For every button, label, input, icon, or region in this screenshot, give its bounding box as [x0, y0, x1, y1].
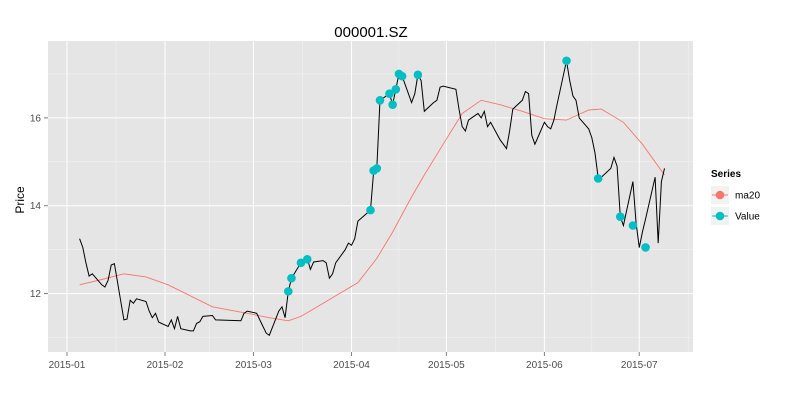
x-tick-label: 2015-01: [49, 360, 86, 371]
x-tick-label: 2015-03: [235, 360, 272, 371]
x-tick-label: 2015-06: [526, 360, 563, 371]
value-points: [283, 56, 650, 296]
y-tick-label: 16: [30, 113, 42, 124]
value-point: [615, 212, 625, 222]
value-point: [391, 85, 401, 94]
value-point: [375, 96, 385, 105]
value-point: [593, 174, 603, 183]
major-gridlines: [48, 41, 693, 352]
legend-key-dot: [715, 211, 725, 221]
x-tick-label: 2015-05: [428, 360, 465, 371]
value-point: [366, 205, 375, 215]
y-tick-label: 14: [30, 201, 42, 212]
x-tick-label: 2015-07: [621, 360, 658, 371]
ma20-series-line: [79, 99, 665, 322]
value-point: [413, 70, 423, 80]
value-point: [287, 273, 296, 283]
x-tick-label: 2015-04: [333, 360, 370, 371]
minor-gridlines: [48, 41, 693, 352]
legend: Series ma20 Value: [711, 169, 760, 225]
value-point: [296, 258, 306, 268]
value-point: [562, 56, 571, 66]
legend-label-value: Value: [735, 212, 760, 223]
legend-label-ma20: ma20: [735, 191, 760, 202]
chart-title: 000001.SZ: [334, 24, 407, 41]
value-point: [641, 243, 650, 252]
y-axis-ticks: 12 14 16: [30, 113, 48, 300]
value-point: [302, 255, 312, 264]
value-point: [372, 164, 382, 173]
value-point: [283, 287, 293, 296]
y-axis-label: Price: [13, 186, 27, 214]
value-point: [628, 221, 638, 230]
value-point: [385, 89, 394, 99]
x-tick-label: 2015-02: [147, 360, 184, 371]
value-point: [388, 100, 397, 109]
y-tick-label: 12: [30, 289, 42, 300]
legend-title: Series: [711, 169, 741, 180]
plot-panel: [48, 41, 693, 352]
x-axis-ticks: 2015-01 2015-02 2015-03 2015-04 2015-05 2015-…: [49, 352, 658, 371]
value-point: [397, 71, 407, 81]
legend-key-dot: [715, 190, 725, 200]
